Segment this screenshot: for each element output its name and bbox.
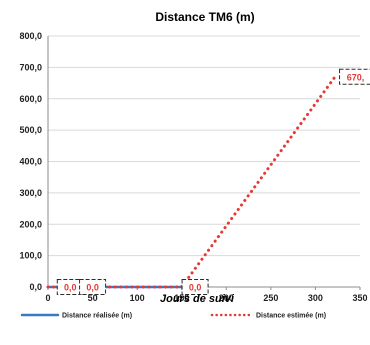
x-tick-label: 350 bbox=[352, 293, 367, 303]
y-tick-label: 100,0 bbox=[19, 251, 42, 261]
y-tick-label: 0,0 bbox=[29, 282, 42, 292]
data-label-box bbox=[79, 279, 107, 295]
y-tick-label: 200,0 bbox=[19, 219, 42, 229]
x-tick-label: 0 bbox=[45, 293, 50, 303]
y-tick-label: 400,0 bbox=[19, 157, 42, 167]
y-tick-label: 700,0 bbox=[19, 62, 42, 72]
axes: 0,0100,0200,0300,0400,0500,0600,0700,080… bbox=[19, 31, 367, 303]
y-tick-label: 600,0 bbox=[19, 94, 42, 104]
x-tick-label: 50 bbox=[88, 293, 98, 303]
legend-label-2: Distance estimée (m) bbox=[256, 313, 326, 320]
x-tick-label: 150 bbox=[174, 293, 189, 303]
y-tick-label: 500,0 bbox=[19, 125, 42, 135]
data-label-box bbox=[181, 279, 209, 295]
x-tick-label: 300 bbox=[308, 293, 323, 303]
data-label: 0,0 bbox=[189, 283, 202, 293]
chart-title: Distance TM6 (m) bbox=[155, 10, 254, 24]
y-tick-label: 800,0 bbox=[19, 31, 42, 41]
data-label: 0,0 bbox=[86, 283, 99, 293]
data-labels: 0,0 0,0 0,0 670, bbox=[56, 68, 370, 295]
grid bbox=[48, 35, 360, 257]
data-label: 670, bbox=[347, 72, 365, 82]
data-label: 0,0 bbox=[64, 283, 77, 293]
y-tick-label: 300,0 bbox=[19, 188, 42, 198]
legend-label-1: Distance réalisée (m) bbox=[62, 313, 132, 320]
x-axis-label: Jours de suivi bbox=[160, 293, 235, 305]
legend: Distance réalisée (m) Distance estimée (m… bbox=[20, 313, 326, 320]
data-label-box bbox=[339, 68, 370, 85]
x-tick-label: 200 bbox=[219, 293, 234, 303]
x-tick-label: 100 bbox=[130, 293, 145, 303]
x-tick-label: 250 bbox=[263, 293, 278, 303]
